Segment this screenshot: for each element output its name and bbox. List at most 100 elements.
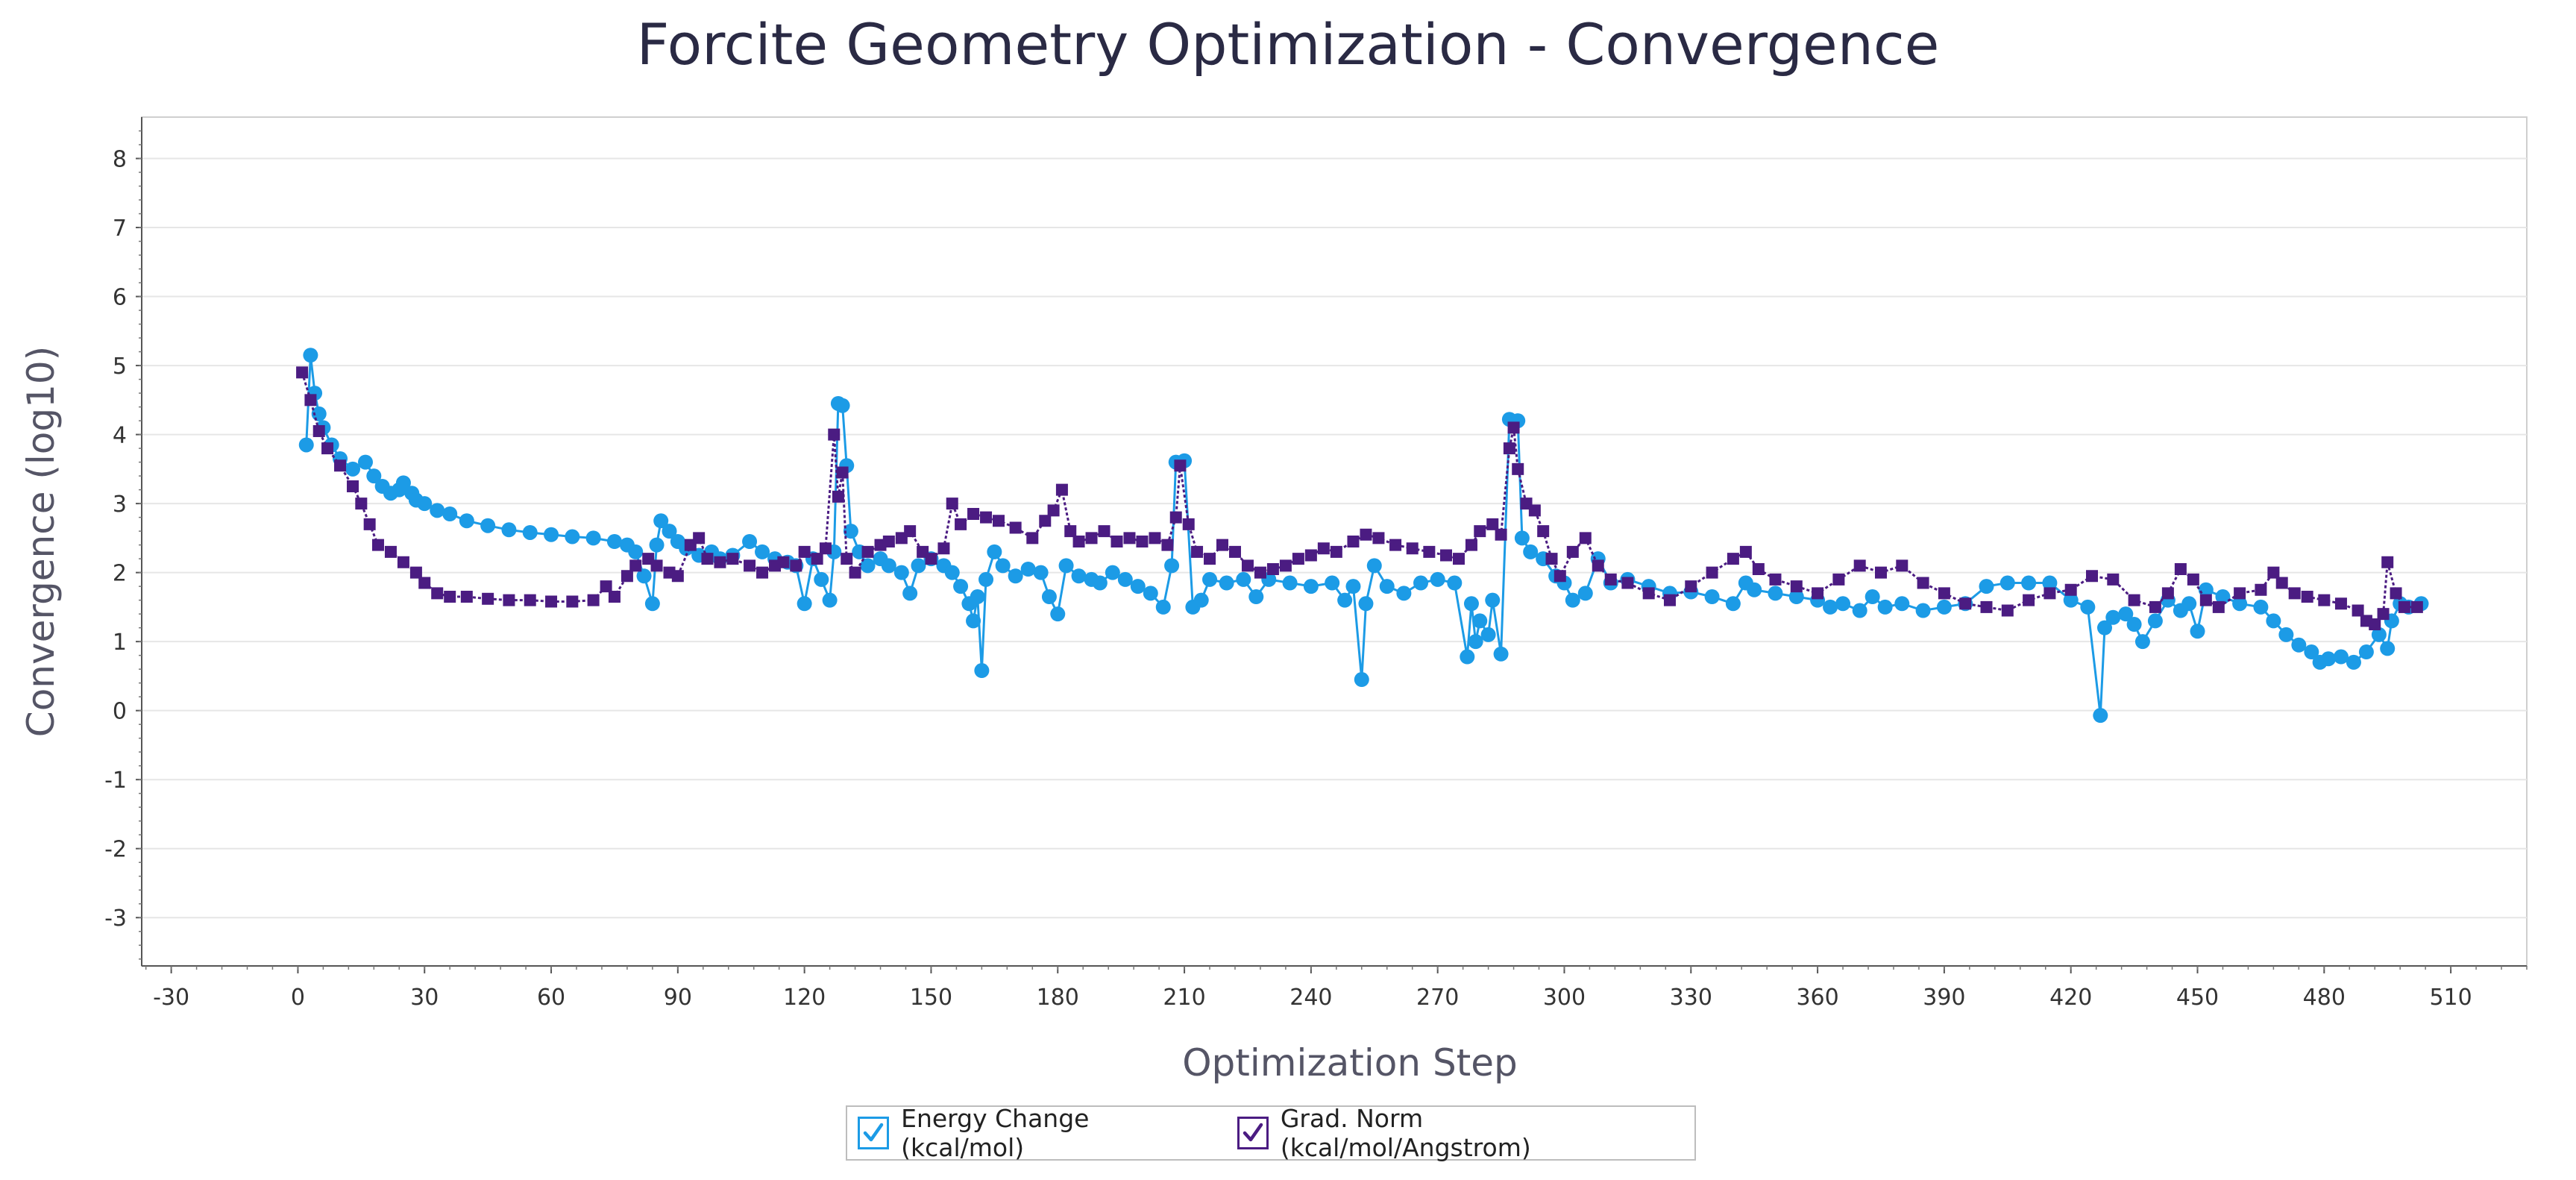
- legend: Energy Change (kcal/mol) Grad. Norm (kca…: [846, 1104, 1696, 1162]
- data-point: [2333, 649, 2349, 665]
- data-point: [460, 591, 473, 603]
- data-point: [1110, 536, 1123, 547]
- data-point: [2334, 597, 2347, 610]
- y-tick-label: -2: [104, 837, 127, 863]
- data-point: [334, 459, 347, 472]
- data-point: [974, 663, 990, 679]
- data-point: [2107, 573, 2120, 586]
- data-point: [1130, 579, 1146, 594]
- data-point: [298, 437, 314, 453]
- x-tick-label: -30: [153, 985, 189, 1011]
- data-point: [608, 591, 621, 603]
- data-point: [1554, 570, 1566, 583]
- legend-label-grad-norm: Grad. Norm (kcal/mol/Angstrom): [1280, 1104, 1531, 1162]
- data-point: [1169, 511, 1182, 524]
- data-point: [1325, 575, 1340, 591]
- data-point: [1303, 579, 1319, 594]
- data-point: [1423, 545, 1436, 558]
- data-point: [2080, 599, 2096, 615]
- data-point: [501, 522, 517, 538]
- data-point: [1136, 536, 1149, 547]
- x-tick-label: 30: [410, 985, 439, 1011]
- data-point: [955, 518, 967, 530]
- data-point: [993, 515, 1005, 527]
- data-point: [978, 571, 994, 587]
- data-point: [2126, 617, 2142, 633]
- data-point: [2291, 637, 2307, 653]
- data-point: [1452, 553, 1465, 565]
- data-point: [1790, 580, 1803, 593]
- x-tick-label: 90: [664, 985, 692, 1011]
- legend-item-grad-norm[interactable]: Grad. Norm (kcal/mol/Angstrom): [1237, 1104, 1662, 1162]
- data-point: [2320, 651, 2336, 667]
- data-point: [1465, 539, 1477, 551]
- chart-title: Forcite Geometry Optimization - Converge…: [637, 11, 1940, 78]
- x-tick-label: 390: [1923, 985, 1965, 1011]
- data-point: [1592, 559, 1604, 572]
- data-point: [566, 595, 579, 608]
- data-point: [1117, 571, 1133, 587]
- data-point: [2346, 654, 2361, 670]
- data-point: [2001, 604, 2014, 617]
- data-point: [1389, 539, 1402, 551]
- data-point: [1959, 597, 1972, 610]
- y-tick-label: 6: [113, 285, 127, 311]
- data-point: [881, 558, 896, 574]
- legend-item-energy-change[interactable]: Energy Change (kcal/mol): [858, 1104, 1204, 1162]
- data-point: [1835, 596, 1851, 612]
- data-point: [995, 558, 1011, 574]
- data-point: [1565, 592, 1580, 608]
- data-point: [937, 542, 950, 555]
- data-point: [836, 466, 849, 479]
- data-point: [2105, 609, 2121, 625]
- data-point: [296, 366, 309, 379]
- data-point: [714, 556, 726, 568]
- data-point: [1236, 571, 1251, 587]
- checkbox-energy-change[interactable]: [858, 1117, 890, 1149]
- data-point: [1768, 586, 1783, 601]
- data-point: [902, 586, 918, 601]
- data-point: [861, 545, 874, 558]
- data-point: [1823, 599, 1838, 615]
- data-point: [2118, 606, 2134, 622]
- data-point: [1545, 553, 1558, 565]
- data-point: [1936, 599, 1952, 615]
- data-point: [1337, 592, 1353, 608]
- data-point: [2267, 566, 2280, 579]
- data-point: [649, 537, 665, 553]
- data-point: [600, 580, 612, 593]
- data-point: [2174, 563, 2187, 576]
- data-point: [1486, 518, 1499, 530]
- data-point: [843, 524, 858, 539]
- data-point: [832, 490, 844, 503]
- data-point: [1980, 600, 1993, 613]
- data-point: [1379, 579, 1395, 594]
- data-point: [355, 498, 368, 510]
- x-tick-label: 360: [1796, 985, 1838, 1011]
- data-point: [860, 558, 876, 574]
- data-point: [606, 534, 622, 549]
- data-point: [2043, 587, 2056, 600]
- x-tick-label: 60: [537, 985, 565, 1011]
- data-point: [442, 506, 458, 521]
- data-point: [1896, 559, 1909, 572]
- data-point: [841, 553, 853, 565]
- data-point: [811, 553, 823, 565]
- data-point: [431, 587, 444, 600]
- data-point: [2301, 591, 2313, 603]
- data-point: [1372, 532, 1385, 545]
- data-point: [1468, 634, 1483, 650]
- data-point: [544, 527, 559, 542]
- checkbox-grad-norm[interactable]: [1237, 1117, 1269, 1149]
- data-point: [1092, 575, 1108, 591]
- data-point: [1917, 577, 1929, 589]
- data-point: [849, 566, 861, 579]
- data-point: [671, 570, 684, 583]
- y-tick-label: -1: [104, 768, 127, 794]
- data-point: [911, 558, 926, 574]
- y-tick-label: 4: [113, 423, 127, 449]
- data-point: [1123, 532, 1136, 545]
- x-tick-label: 300: [1543, 985, 1586, 1011]
- data-point: [1739, 545, 1752, 558]
- data-point: [2096, 620, 2112, 635]
